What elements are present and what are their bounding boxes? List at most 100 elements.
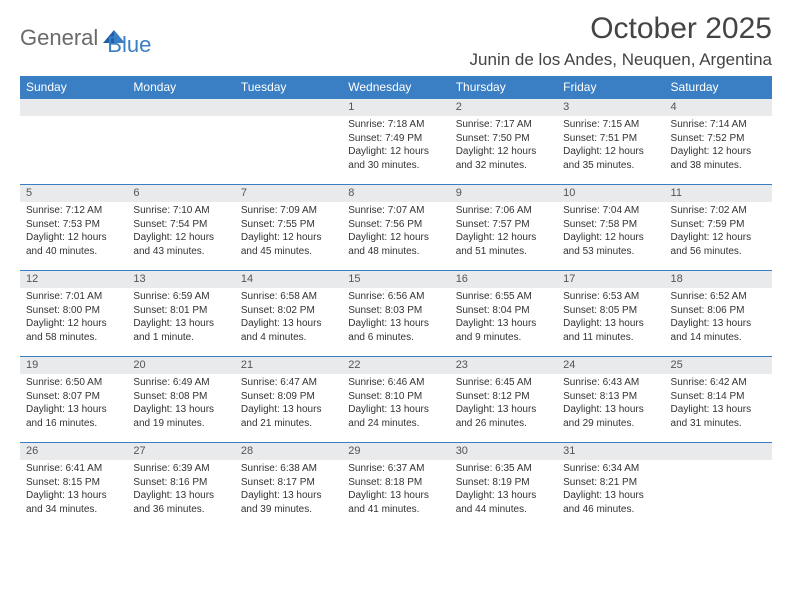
calendar-day-cell: 29 Sunrise: 6:37 AMSunset: 8:18 PMDayligh… [342, 442, 449, 528]
daylight-text: Daylight: 13 hours and 36 minutes. [133, 489, 228, 516]
page-root: General Blue October 2025 Junin de los A… [0, 0, 792, 612]
day-details: Sunrise: 6:52 AMSunset: 8:06 PMDaylight:… [665, 288, 772, 348]
daylight-text: Daylight: 12 hours and 40 minutes. [26, 231, 121, 258]
day-details: Sunrise: 7:17 AMSunset: 7:50 PMDaylight:… [450, 116, 557, 176]
day-details: Sunrise: 7:15 AMSunset: 7:51 PMDaylight:… [557, 116, 664, 176]
sunrise-text: Sunrise: 7:17 AM [456, 118, 551, 132]
day-number: 4 [665, 98, 772, 116]
day-number [20, 98, 127, 116]
sunset-text: Sunset: 7:54 PM [133, 218, 228, 232]
sunset-text: Sunset: 7:55 PM [241, 218, 336, 232]
calendar-day-cell: 21Sunrise: 6:47 AMSunset: 8:09 PMDayligh… [235, 356, 342, 442]
calendar-day-cell: 24Sunrise: 6:43 AMSunset: 8:13 PMDayligh… [557, 356, 664, 442]
day-details: Sunrise: 6:42 AMSunset: 8:14 PMDaylight:… [665, 374, 772, 434]
calendar-day-cell: 16Sunrise: 6:55 AMSunset: 8:04 PMDayligh… [450, 270, 557, 356]
sunset-text: Sunset: 7:51 PM [563, 132, 658, 146]
sunset-text: Sunset: 8:15 PM [26, 476, 121, 490]
sunrise-text: Sunrise: 7:06 AM [456, 204, 551, 218]
day-number: 15 [342, 270, 449, 288]
weekday-header: Friday [557, 76, 664, 98]
day-number: 29 [342, 442, 449, 460]
daylight-text: Daylight: 12 hours and 30 minutes. [348, 145, 443, 172]
calendar-day-cell [665, 442, 772, 528]
sunrise-text: Sunrise: 7:09 AM [241, 204, 336, 218]
calendar-day-cell [20, 98, 127, 184]
weekday-header: Wednesday [342, 76, 449, 98]
sunrise-text: Sunrise: 6:37 AM [348, 462, 443, 476]
calendar-table: SundayMondayTuesdayWednesdayThursdayFrid… [20, 76, 772, 528]
sunset-text: Sunset: 8:08 PM [133, 390, 228, 404]
calendar-header-row: SundayMondayTuesdayWednesdayThursdayFrid… [20, 76, 772, 98]
logo-text-general: General [20, 25, 98, 51]
sunset-text: Sunset: 8:14 PM [671, 390, 766, 404]
day-details: Sunrise: 6:41 AMSunset: 8:15 PMDaylight:… [20, 460, 127, 520]
sunrise-text: Sunrise: 7:12 AM [26, 204, 121, 218]
day-details [127, 116, 234, 122]
day-details: Sunrise: 6:56 AMSunset: 8:03 PMDaylight:… [342, 288, 449, 348]
day-details: Sunrise: 6:55 AMSunset: 8:04 PMDaylight:… [450, 288, 557, 348]
calendar-day-cell: 2Sunrise: 7:17 AMSunset: 7:50 PMDaylight… [450, 98, 557, 184]
sunset-text: Sunset: 7:58 PM [563, 218, 658, 232]
day-number: 24 [557, 356, 664, 374]
day-details: Sunrise: 6:53 AMSunset: 8:05 PMDaylight:… [557, 288, 664, 348]
sunrise-text: Sunrise: 7:18 AM [348, 118, 443, 132]
day-number: 10 [557, 184, 664, 202]
sunrise-text: Sunrise: 7:01 AM [26, 290, 121, 304]
sunset-text: Sunset: 8:06 PM [671, 304, 766, 318]
sunrise-text: Sunrise: 6:41 AM [26, 462, 121, 476]
calendar-day-cell [127, 98, 234, 184]
calendar-week-row: 19Sunrise: 6:50 AMSunset: 8:07 PMDayligh… [20, 356, 772, 442]
calendar-day-cell: 14Sunrise: 6:58 AMSunset: 8:02 PMDayligh… [235, 270, 342, 356]
weekday-header: Thursday [450, 76, 557, 98]
daylight-text: Daylight: 13 hours and 16 minutes. [26, 403, 121, 430]
day-details: Sunrise: 7:09 AMSunset: 7:55 PMDaylight:… [235, 202, 342, 262]
sunrise-text: Sunrise: 7:04 AM [563, 204, 658, 218]
calendar-day-cell: 28Sunrise: 6:38 AMSunset: 8:17 PMDayligh… [235, 442, 342, 528]
day-details: Sunrise: 6:39 AMSunset: 8:16 PMDaylight:… [127, 460, 234, 520]
weekday-header: Monday [127, 76, 234, 98]
day-details [665, 460, 772, 466]
sunrise-text: Sunrise: 6:47 AM [241, 376, 336, 390]
day-number: 22 [342, 356, 449, 374]
day-number: 6 [127, 184, 234, 202]
daylight-text: Daylight: 13 hours and 24 minutes. [348, 403, 443, 430]
sunrise-text: Sunrise: 6:45 AM [456, 376, 551, 390]
day-details: Sunrise: 7:07 AMSunset: 7:56 PMDaylight:… [342, 202, 449, 262]
calendar-day-cell: 12Sunrise: 7:01 AMSunset: 8:00 PMDayligh… [20, 270, 127, 356]
day-number: 13 [127, 270, 234, 288]
daylight-text: Daylight: 12 hours and 45 minutes. [241, 231, 336, 258]
day-number: 30 [450, 442, 557, 460]
daylight-text: Daylight: 13 hours and 44 minutes. [456, 489, 551, 516]
day-number [127, 98, 234, 116]
calendar-day-cell: 6Sunrise: 7:10 AMSunset: 7:54 PMDaylight… [127, 184, 234, 270]
sunrise-text: Sunrise: 6:46 AM [348, 376, 443, 390]
logo: General Blue [20, 12, 151, 58]
sunrise-text: Sunrise: 7:15 AM [563, 118, 658, 132]
day-number: 16 [450, 270, 557, 288]
daylight-text: Daylight: 13 hours and 19 minutes. [133, 403, 228, 430]
day-number: 1 [342, 98, 449, 116]
daylight-text: Daylight: 13 hours and 4 minutes. [241, 317, 336, 344]
sunset-text: Sunset: 8:17 PM [241, 476, 336, 490]
daylight-text: Daylight: 12 hours and 35 minutes. [563, 145, 658, 172]
calendar-day-cell: 9Sunrise: 7:06 AMSunset: 7:57 PMDaylight… [450, 184, 557, 270]
sunrise-text: Sunrise: 7:02 AM [671, 204, 766, 218]
sunrise-text: Sunrise: 7:07 AM [348, 204, 443, 218]
daylight-text: Daylight: 13 hours and 21 minutes. [241, 403, 336, 430]
day-number: 28 [235, 442, 342, 460]
daylight-text: Daylight: 12 hours and 51 minutes. [456, 231, 551, 258]
day-number: 18 [665, 270, 772, 288]
sunset-text: Sunset: 8:05 PM [563, 304, 658, 318]
sunrise-text: Sunrise: 6:42 AM [671, 376, 766, 390]
sunset-text: Sunset: 8:18 PM [348, 476, 443, 490]
day-details: Sunrise: 6:49 AMSunset: 8:08 PMDaylight:… [127, 374, 234, 434]
calendar-day-cell: 31Sunrise: 6:34 AMSunset: 8:21 PMDayligh… [557, 442, 664, 528]
daylight-text: Daylight: 13 hours and 41 minutes. [348, 489, 443, 516]
daylight-text: Daylight: 12 hours and 38 minutes. [671, 145, 766, 172]
day-number: 7 [235, 184, 342, 202]
day-details: Sunrise: 7:12 AMSunset: 7:53 PMDaylight:… [20, 202, 127, 262]
day-number: 25 [665, 356, 772, 374]
day-number: 23 [450, 356, 557, 374]
calendar-week-row: 26Sunrise: 6:41 AMSunset: 8:15 PMDayligh… [20, 442, 772, 528]
calendar-week-row: 1Sunrise: 7:18 AMSunset: 7:49 PMDaylight… [20, 98, 772, 184]
